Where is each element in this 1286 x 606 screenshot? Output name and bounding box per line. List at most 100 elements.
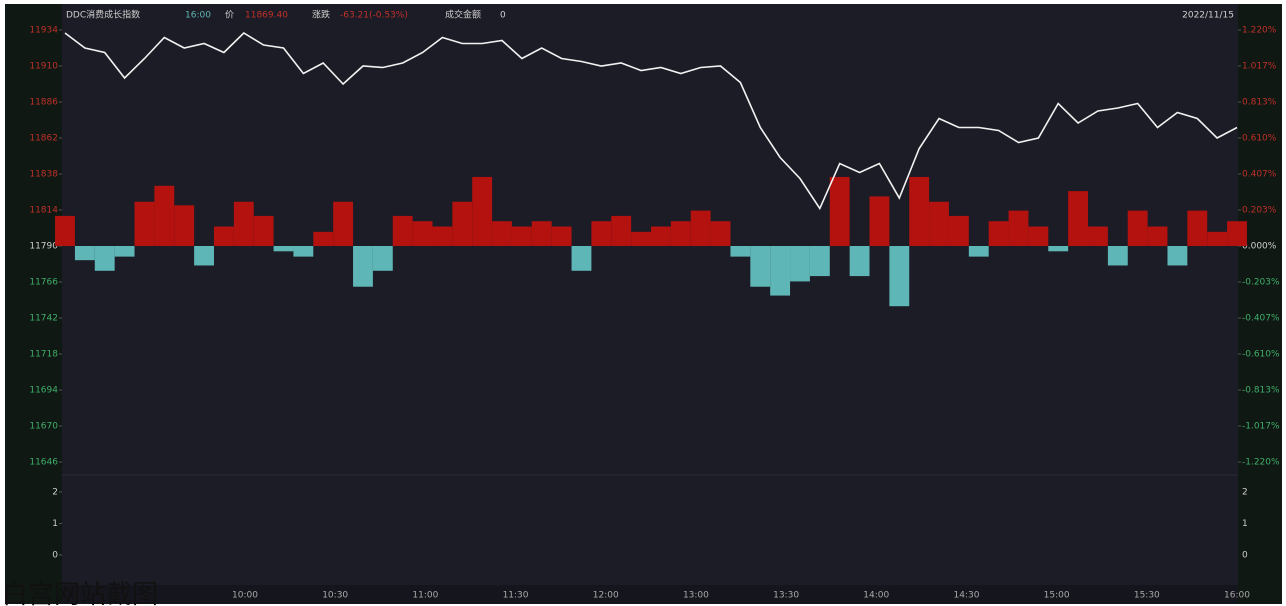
- bar: [670, 221, 691, 246]
- x-tick-label: 14:30: [953, 591, 979, 601]
- bar: [1107, 246, 1128, 266]
- x-tick-label: 14:00: [863, 591, 889, 601]
- y-tick-label: 11718: [29, 350, 58, 360]
- bar: [1187, 210, 1208, 246]
- bar: [293, 246, 314, 257]
- y-tick-label: 11766: [29, 278, 58, 288]
- y-tick-label: 11670: [29, 422, 58, 432]
- bar: [511, 226, 532, 246]
- bar: [611, 215, 632, 246]
- bar: [770, 246, 791, 296]
- x-tick-label: 16:00: [1224, 591, 1250, 601]
- sub-y-tick-label: 2: [52, 488, 58, 498]
- x-tick-label: 12:00: [593, 591, 619, 601]
- bar: [1147, 226, 1168, 246]
- bar: [233, 201, 254, 246]
- bar: [253, 215, 274, 246]
- bar: [1227, 221, 1247, 246]
- bar: [333, 201, 354, 246]
- bar: [194, 246, 214, 266]
- sub-y2-tick-label: 1: [1242, 519, 1248, 529]
- bar: [134, 201, 155, 246]
- bar: [849, 246, 870, 277]
- y2-tick-label: -0.407%: [1242, 314, 1280, 324]
- bar: [372, 246, 393, 271]
- price-line: [64, 31, 1238, 211]
- bar: [531, 221, 552, 246]
- bar: [1068, 191, 1089, 246]
- bar: [869, 196, 890, 246]
- bar: [1008, 210, 1029, 246]
- y2-tick-label: 1.017%: [1242, 61, 1277, 71]
- time-axis-strip: [62, 585, 1238, 604]
- y-tick-label: 11910: [29, 62, 58, 72]
- sub-y-tick-label: 1: [52, 519, 58, 529]
- y-tick-label: 11742: [29, 314, 58, 324]
- bar: [412, 221, 433, 246]
- y-tick-label: 11790: [29, 242, 58, 252]
- index-name: DDC消费成长指数: [66, 9, 140, 21]
- bar: [1167, 246, 1188, 266]
- bar: [571, 246, 592, 271]
- y2-tick-label: -0.610%: [1242, 350, 1280, 360]
- x-tick-label: 11:00: [412, 591, 438, 601]
- x-tick-label: 11:30: [503, 591, 529, 601]
- y2-tick-label: -1.220%: [1242, 458, 1280, 468]
- sub-y2-tick-label: 2: [1242, 488, 1248, 498]
- x-tick-label: 10:00: [232, 591, 258, 601]
- bar: [154, 185, 175, 246]
- bar: [74, 246, 95, 261]
- bar: [631, 231, 651, 246]
- x-tick-label: 15:30: [1134, 591, 1160, 601]
- bar: [750, 246, 771, 287]
- y2-tick-label: -0.813%: [1242, 385, 1280, 395]
- price-label: 价: [225, 10, 234, 21]
- y2-tick-label: -1.017%: [1242, 422, 1280, 432]
- bar: [1088, 226, 1108, 246]
- bar: [710, 221, 731, 246]
- bar: [55, 215, 75, 246]
- bar: [690, 210, 711, 246]
- bar: [551, 226, 572, 246]
- bar: [353, 246, 373, 287]
- y-tick-label: 11886: [29, 98, 58, 108]
- y2-tick-label: 0.813%: [1242, 98, 1277, 108]
- amount: 0: [500, 11, 506, 21]
- y2-tick-label: 0.407%: [1242, 169, 1277, 179]
- price: 11869.40: [245, 11, 288, 21]
- bar: [968, 246, 989, 257]
- change-label: 涨跌: [312, 10, 330, 21]
- header-time: 16:00: [185, 11, 211, 21]
- bar: [392, 215, 413, 246]
- right-axis-strip: [1238, 4, 1282, 604]
- bar: [909, 176, 930, 246]
- bar: [273, 246, 294, 252]
- y-tick-label: 11838: [29, 170, 58, 180]
- y2-tick-label: 0.203%: [1242, 206, 1277, 216]
- bar: [472, 176, 493, 246]
- bar: [591, 221, 612, 246]
- date: 2022/11/15: [1182, 11, 1234, 21]
- x-tick-label: 15:00: [1044, 591, 1070, 601]
- bar: [889, 246, 910, 307]
- y-tick-label: 11694: [29, 386, 58, 396]
- caption: 白宫网站截图: [2, 580, 159, 606]
- bar: [114, 246, 135, 257]
- bar: [790, 246, 810, 282]
- change: -63.21(-0.53%): [340, 11, 408, 21]
- sub-y2-tick-label: 0: [1242, 551, 1248, 561]
- sub-y-tick-label: 0: [52, 551, 58, 561]
- y-tick-label: 11646: [29, 458, 58, 468]
- y2-tick-label: 0.610%: [1242, 134, 1277, 144]
- bar: [651, 226, 671, 246]
- x-tick-label: 10:30: [322, 591, 348, 601]
- y2-tick-label: 1.220%: [1242, 26, 1277, 36]
- bar: [929, 201, 949, 246]
- bar: [94, 246, 115, 271]
- y2-tick-label: 0.000%: [1242, 242, 1277, 252]
- bar: [174, 205, 195, 246]
- x-tick-label: 13:30: [773, 591, 799, 601]
- background: [5, 4, 1282, 604]
- bar: [313, 231, 334, 246]
